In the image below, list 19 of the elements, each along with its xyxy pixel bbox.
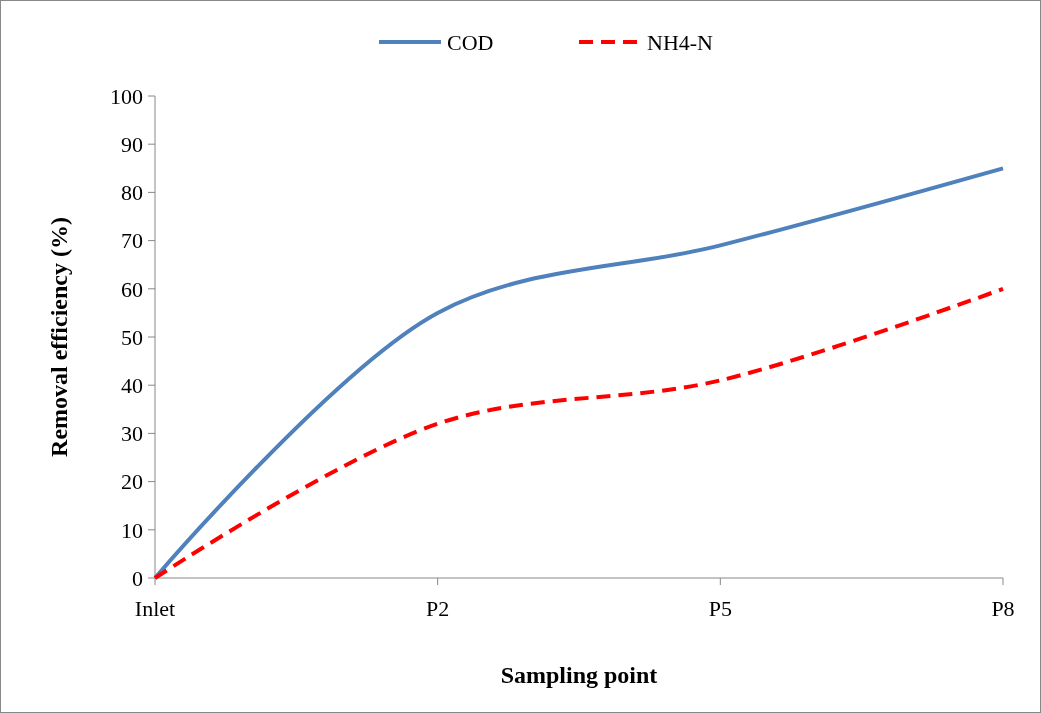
y-tick-label: 50 <box>121 324 143 350</box>
y-tick-label: 90 <box>121 131 143 157</box>
x-axis-title: Sampling point <box>500 662 658 688</box>
y-tick-label: 70 <box>121 228 143 254</box>
y-tick-label: 0 <box>132 565 143 591</box>
y-tick-label: 80 <box>121 180 143 206</box>
legend-label: COD <box>447 29 494 55</box>
y-tick-label: 60 <box>121 276 143 302</box>
y-tick-label: 10 <box>121 517 143 543</box>
y-axis-title: Removal efficiency (%) <box>46 217 72 457</box>
y-tick-label: 20 <box>121 469 143 495</box>
y-tick-label: 30 <box>121 421 143 447</box>
x-tick-label: P5 <box>708 596 732 621</box>
x-tick-label: Inlet <box>134 596 176 621</box>
y-tick-label: 40 <box>121 372 143 398</box>
x-tick-label: P2 <box>426 596 450 621</box>
y-tick-label: 100 <box>110 83 143 109</box>
legend-label: NH4-N <box>647 29 714 55</box>
x-tick-label: P8 <box>991 596 1015 621</box>
